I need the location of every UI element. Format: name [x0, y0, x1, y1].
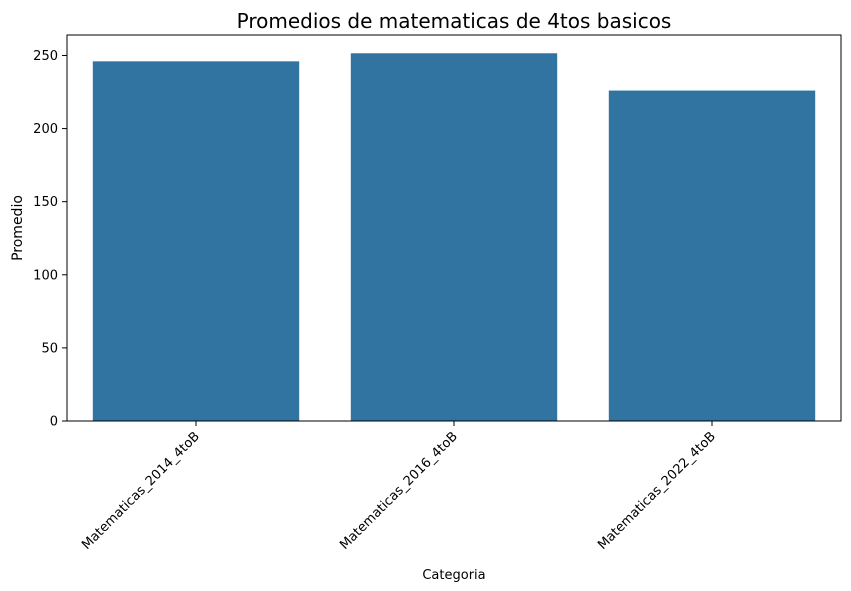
bars-group: [92, 53, 816, 422]
bar: [350, 53, 558, 421]
y-tick-label: 100: [33, 268, 58, 283]
y-axis-ticks: 0 50 100 150 200 250: [33, 49, 67, 430]
x-tick-label: Matematicas_2016_4toB: [337, 429, 461, 553]
x-axis-label: Categoria: [422, 568, 485, 583]
y-axis-label: Promedio: [10, 195, 26, 261]
chart-title: Promedios de matematicas de 4tos basicos: [237, 9, 672, 33]
x-axis-ticks: Matematicas_2014_4toB Matematicas_2016_4t…: [79, 421, 719, 553]
y-tick-label: 50: [41, 341, 58, 356]
y-tick-label: 150: [33, 195, 58, 210]
y-tick-label: 250: [33, 49, 58, 64]
y-tick-label: 200: [33, 122, 58, 137]
bar: [92, 61, 300, 422]
x-tick-label: Matematicas_2022_4toB: [595, 429, 719, 553]
bar: [608, 90, 816, 421]
plot-frame: [66, 34, 842, 422]
y-tick-label: 0: [50, 415, 58, 430]
x-tick-label: Matematicas_2014_4toB: [79, 429, 203, 553]
